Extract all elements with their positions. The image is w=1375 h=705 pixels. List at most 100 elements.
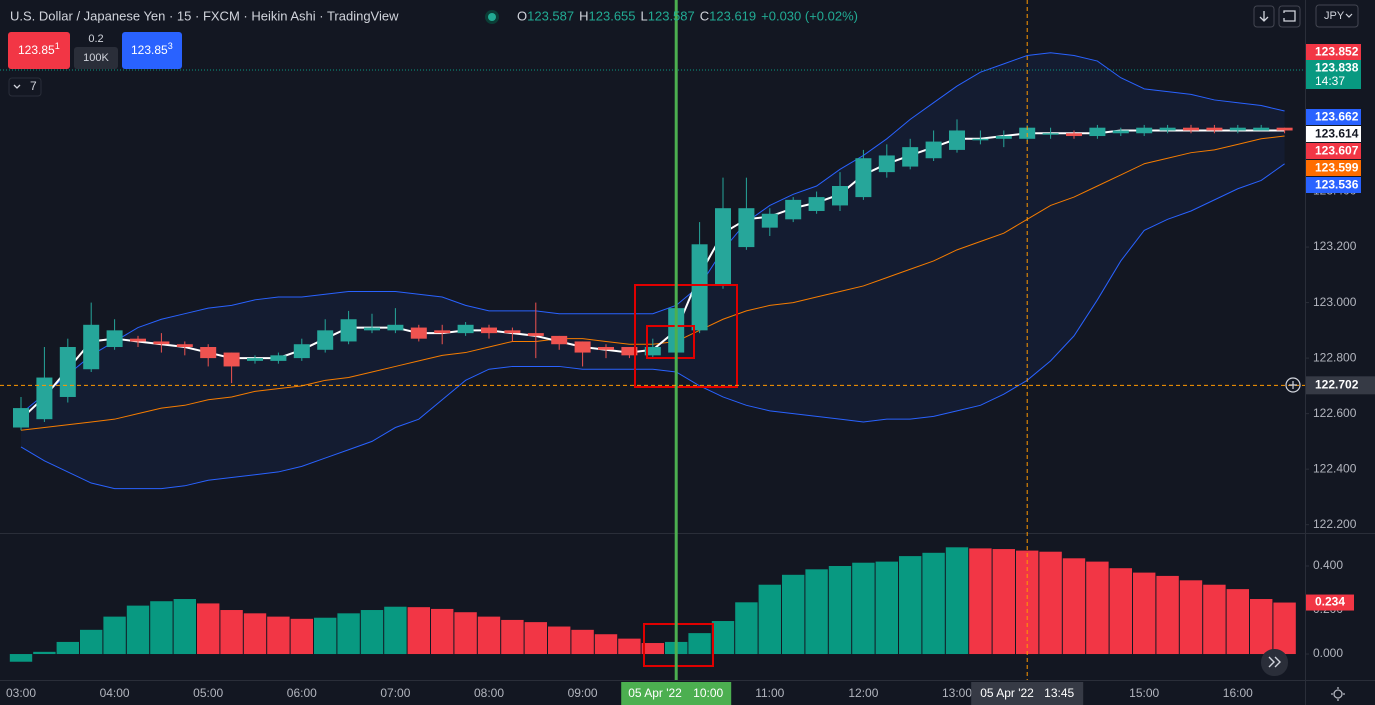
y-tick-label: 122.600 <box>1313 406 1357 420</box>
buy-price-main[interactable]: 123.85 <box>131 43 168 57</box>
histogram-bar <box>594 634 618 655</box>
histogram-bar <box>9 654 33 662</box>
status-dot <box>488 13 496 21</box>
histogram-bar <box>805 569 828 655</box>
histogram-bar <box>1273 602 1296 655</box>
crosshair-time-box <box>971 682 1084 705</box>
candle-body <box>410 327 427 339</box>
reset-button[interactable] <box>1278 5 1301 28</box>
candle-body <box>317 330 334 350</box>
price-tag <box>1306 109 1361 125</box>
quantity-box[interactable] <box>74 47 118 69</box>
candle-body <box>1276 127 1293 131</box>
ohlc-change: +0.030 (+0.02%) <box>761 8 858 23</box>
x-tick-label: 13:00 <box>942 686 972 700</box>
price-tag-label: 123.536 <box>1315 178 1359 192</box>
currency-button[interactable] <box>1315 4 1359 28</box>
histogram-bar <box>384 606 407 655</box>
scroll-to-realtime[interactable] <box>1261 649 1288 676</box>
sell-price[interactable]: 123.851 <box>18 41 60 57</box>
histogram-bar <box>922 552 945 655</box>
candle-body <box>1206 127 1223 131</box>
candle-body <box>481 327 497 334</box>
y-tick-label: 123.200 <box>1313 239 1357 253</box>
histogram-bar <box>758 584 781 655</box>
histogram-bar <box>1179 580 1203 655</box>
histogram-bar <box>688 633 711 655</box>
crosshair-time: 13:45 <box>1044 686 1074 700</box>
histogram-bar <box>1109 568 1132 655</box>
histogram-bar <box>477 616 501 655</box>
candle-body <box>59 347 76 397</box>
histogram-bar <box>524 622 547 655</box>
indicators-count[interactable]: 7 <box>30 79 37 93</box>
price-tag-label: 123.662 <box>1315 110 1359 124</box>
spread: 0.2 <box>88 33 103 45</box>
double-chevron-icon <box>1268 656 1281 668</box>
candle-body <box>644 347 661 356</box>
chart-title: U.S. Dollar / Japanese Yen · 15 · FXCM ·… <box>10 8 399 23</box>
add-alert-icon[interactable] <box>1285 377 1301 393</box>
annotation-box <box>646 325 695 359</box>
sell-price-main[interactable]: 123.85 <box>18 43 55 57</box>
buy-price-pip[interactable]: 3 <box>168 41 173 51</box>
candle-body <box>1089 127 1106 137</box>
candle-body <box>785 199 802 220</box>
histogram-bar <box>243 613 267 655</box>
candle-body <box>1229 127 1246 131</box>
x-tick-label: 09:00 <box>568 686 598 700</box>
y-tick-label: 122.800 <box>1313 350 1357 364</box>
settings-icon[interactable] <box>1333 689 1343 699</box>
indicator-line <box>20 52 1285 415</box>
indicator-line <box>20 163 1285 490</box>
ohlc-legend: O 123.587 H 123.655 L 123.587 C 123.619 +0.030 (… <box>517 8 858 23</box>
candle-body <box>293 344 310 359</box>
price-tag-label: 123.852 <box>1315 45 1359 59</box>
histogram-bar <box>1156 575 1179 655</box>
histogram-bar <box>267 616 290 655</box>
x-tick-label: 12:00 <box>848 686 878 700</box>
histogram-bar <box>150 601 173 655</box>
sell-price-pip[interactable]: 1 <box>55 41 60 51</box>
histogram-bar <box>875 561 898 655</box>
ohlc-key: H <box>579 8 588 23</box>
sell-button[interactable] <box>8 32 70 69</box>
candle-body <box>855 158 872 198</box>
histogram-bar <box>126 605 150 655</box>
quantity[interactable]: 100K <box>83 52 109 64</box>
histogram-bar <box>969 548 992 655</box>
candle-body <box>1136 127 1153 134</box>
buy-button[interactable] <box>122 32 182 69</box>
candle-body <box>761 213 778 228</box>
x-tick-label: 11:00 <box>755 686 784 700</box>
y-tick-label: 122.400 <box>1313 461 1357 475</box>
indicators-toggle[interactable] <box>8 77 42 97</box>
candle-body <box>83 324 100 370</box>
histogram-bar <box>945 547 969 655</box>
candle-body <box>106 330 123 348</box>
histogram-bar <box>173 599 196 655</box>
annotation-box <box>634 284 738 388</box>
histogram-bar <box>1086 561 1109 655</box>
candle-body <box>551 335 568 345</box>
histogram-bar <box>1203 584 1226 655</box>
histogram-bar <box>828 566 852 655</box>
x-tick-label: 08:00 <box>474 686 504 700</box>
candle-body <box>1159 127 1176 131</box>
candle-body <box>715 208 731 286</box>
price-tag-label: 123.838 <box>1315 61 1359 75</box>
axes: 122.200 122.400 122.600 122.800 123.000 123.2… <box>6 128 1357 700</box>
candle-body <box>902 147 919 167</box>
crosshair-price: 122.702 <box>1315 377 1359 391</box>
buy-price[interactable]: 123.853 <box>131 41 173 57</box>
candle-body <box>200 347 217 359</box>
y-tick-label: 0.000 <box>1313 646 1343 660</box>
candle-body <box>434 330 451 334</box>
histogram-value-label: 0.234 <box>1315 595 1345 609</box>
histogram-bar <box>220 610 243 655</box>
currency[interactable]: JPY <box>1324 10 1345 22</box>
candle-body <box>1112 130 1129 134</box>
histogram-bar <box>56 641 79 655</box>
